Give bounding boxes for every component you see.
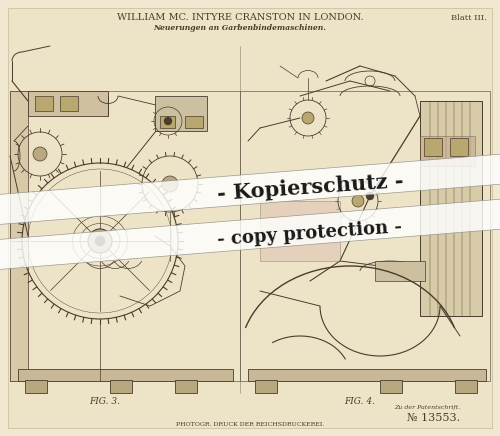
- Bar: [60, 96, 78, 111]
- Bar: [248, 369, 486, 381]
- Text: PHOTOGR. DRUCK DER REICHSDRUCKEREI.: PHOTOGR. DRUCK DER REICHSDRUCKEREI.: [176, 422, 324, 426]
- Circle shape: [162, 176, 178, 192]
- Circle shape: [95, 236, 105, 246]
- Bar: [420, 136, 475, 166]
- Bar: [255, 380, 277, 393]
- Text: - copy protection -: - copy protection -: [217, 218, 403, 249]
- Bar: [35, 96, 53, 111]
- Bar: [424, 138, 442, 156]
- Polygon shape: [0, 151, 500, 226]
- Circle shape: [88, 229, 112, 253]
- Circle shape: [33, 147, 47, 161]
- Bar: [18, 369, 233, 381]
- Text: Neuerungen an Garbenbindemaschinen.: Neuerungen an Garbenbindemaschinen.: [154, 24, 326, 32]
- Bar: [25, 380, 47, 393]
- Text: Zu der Patentschrift.: Zu der Patentschrift.: [394, 405, 460, 411]
- Bar: [10, 91, 240, 381]
- Bar: [380, 380, 402, 393]
- Bar: [110, 380, 132, 393]
- Bar: [450, 138, 468, 156]
- Circle shape: [352, 195, 364, 207]
- Circle shape: [164, 117, 172, 125]
- Bar: [160, 116, 175, 128]
- Text: Blatt III.: Blatt III.: [451, 14, 487, 22]
- Bar: [28, 91, 108, 116]
- Bar: [375, 261, 425, 281]
- Bar: [455, 380, 477, 393]
- Text: WILLIAM MC. INTYRE CRANSTON IN LONDON.: WILLIAM MC. INTYRE CRANSTON IN LONDON.: [116, 14, 364, 23]
- Text: № 13553.: № 13553.: [407, 413, 460, 423]
- Bar: [185, 116, 203, 128]
- Bar: [260, 201, 340, 261]
- Text: FIG. 3.: FIG. 3.: [90, 396, 120, 405]
- Bar: [240, 91, 490, 381]
- Text: - Kopierschutz -: - Kopierschutz -: [216, 171, 404, 204]
- Bar: [10, 91, 28, 381]
- Bar: [155, 96, 207, 131]
- Circle shape: [302, 112, 314, 124]
- Bar: [175, 380, 197, 393]
- Circle shape: [366, 192, 374, 200]
- Text: FIG. 4.: FIG. 4.: [344, 396, 376, 405]
- Polygon shape: [0, 196, 500, 271]
- Bar: [420, 101, 482, 316]
